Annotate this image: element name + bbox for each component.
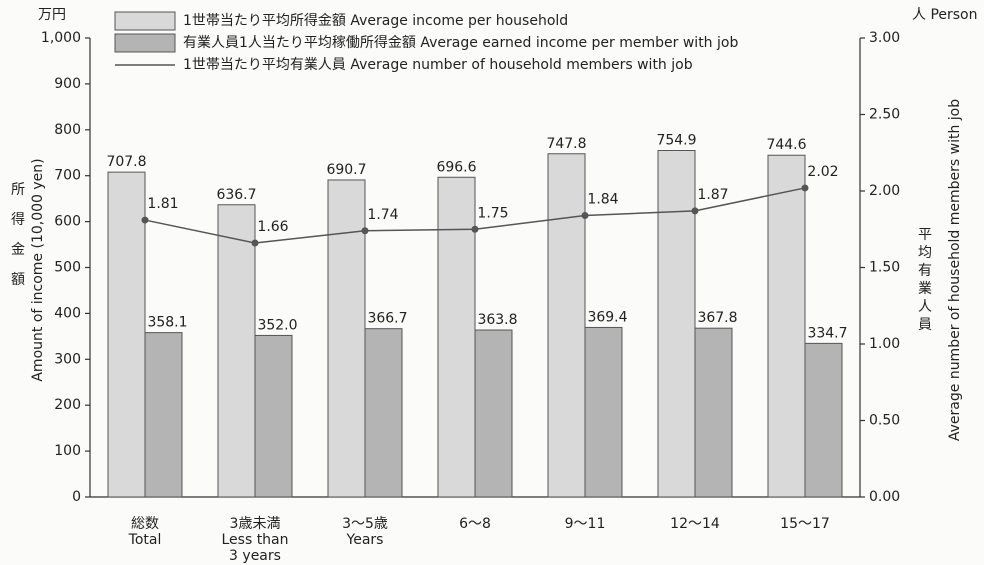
x-tick-label: 12～14 [670, 516, 720, 532]
line-point [471, 225, 479, 233]
y-tick-label: 400 [54, 305, 81, 321]
x-tick-label: 3～5歳 Years [342, 516, 388, 548]
y2-tick-label: 1.00 [869, 336, 900, 352]
data-label: 363.8 [477, 312, 517, 328]
y-tick-label: 900 [54, 76, 81, 92]
bar [437, 176, 476, 498]
legend-label: 有業人員1人当たり平均稼働所得金額 Average earned income … [183, 34, 738, 51]
y-axis-label: Amount of income (10,000 yen) [30, 158, 46, 381]
bar [694, 327, 733, 498]
y2-tick-label: 1.50 [869, 260, 900, 276]
data-label: 1.81 [147, 196, 178, 212]
line-point [251, 239, 259, 247]
y2-tick-label: 0.00 [869, 489, 900, 505]
data-label: 366.7 [367, 311, 407, 327]
bar [254, 334, 293, 498]
y-tick-label: 200 [54, 397, 81, 413]
bar [364, 328, 403, 498]
bar [107, 171, 146, 498]
bar [804, 342, 843, 498]
data-label: 690.7 [326, 162, 366, 178]
line-point [581, 211, 589, 219]
data-label: 636.7 [216, 187, 256, 203]
y-tick-label: 800 [54, 122, 81, 138]
line-point [801, 184, 809, 192]
line-point [141, 216, 149, 224]
bar [584, 326, 623, 498]
y-tick-label: 500 [54, 260, 81, 276]
y2-tick-label: 2.00 [869, 183, 900, 199]
line-point [361, 227, 369, 235]
y-tick-label: 1,000 [41, 30, 81, 46]
data-label: 1.87 [697, 187, 728, 203]
data-label: 352.0 [257, 317, 297, 333]
x-tick-label: 総数 Total [128, 516, 162, 548]
data-label: 358.1 [147, 315, 187, 331]
data-label: 747.8 [546, 136, 586, 152]
legend-label: 1世帯当たり平均所得金額 Average income per househol… [183, 12, 568, 29]
y-tick-label: 600 [54, 214, 81, 230]
data-label: 1.74 [367, 207, 398, 223]
data-label: 744.6 [766, 137, 806, 153]
data-label: 1.84 [587, 191, 618, 207]
data-label: 334.7 [807, 325, 847, 341]
y-tick-label: 100 [54, 443, 81, 459]
y-unit: 万円 [38, 7, 66, 23]
bar [474, 329, 513, 498]
x-tick-label: 15～17 [780, 516, 830, 532]
data-label: 1.75 [477, 205, 508, 221]
data-label: 696.6 [436, 159, 476, 175]
x-tick-label: 3歳未満 Less than 3 years [221, 516, 288, 564]
legend-swatch [114, 33, 176, 53]
bar [144, 332, 183, 498]
y2-unit: 人 Person [912, 7, 978, 23]
y2-axis-label: Average number of household members with… [947, 99, 963, 441]
legend-swatch [114, 11, 176, 31]
y2-tick-label: 3.00 [869, 30, 900, 46]
bar [547, 153, 586, 498]
data-label: 2.02 [807, 164, 838, 180]
x-tick-label: 6～8 [459, 516, 491, 532]
bar [767, 154, 806, 498]
data-label: 369.4 [587, 309, 627, 325]
bar [327, 179, 366, 498]
data-label: 754.9 [656, 133, 696, 149]
line-point [691, 207, 699, 215]
bar [657, 150, 696, 498]
bar [217, 204, 256, 498]
y2-axis-label-ja: 平均有業人員 [918, 227, 932, 333]
data-label: 367.8 [697, 310, 737, 326]
y2-tick-label: 2.50 [869, 107, 900, 123]
data-label: 1.66 [257, 219, 288, 235]
x-tick-label: 9～11 [565, 516, 606, 532]
y-tick-label: 700 [54, 168, 81, 184]
legend-label: 1世帯当たり平均有業人員 Average number of household… [183, 57, 693, 73]
y-tick-label: 0 [72, 489, 81, 505]
y-tick-label: 300 [54, 351, 81, 367]
data-label: 707.8 [106, 154, 146, 170]
y2-tick-label: 0.50 [869, 413, 900, 429]
y-axis-label-ja: 所得金額 [11, 182, 25, 288]
